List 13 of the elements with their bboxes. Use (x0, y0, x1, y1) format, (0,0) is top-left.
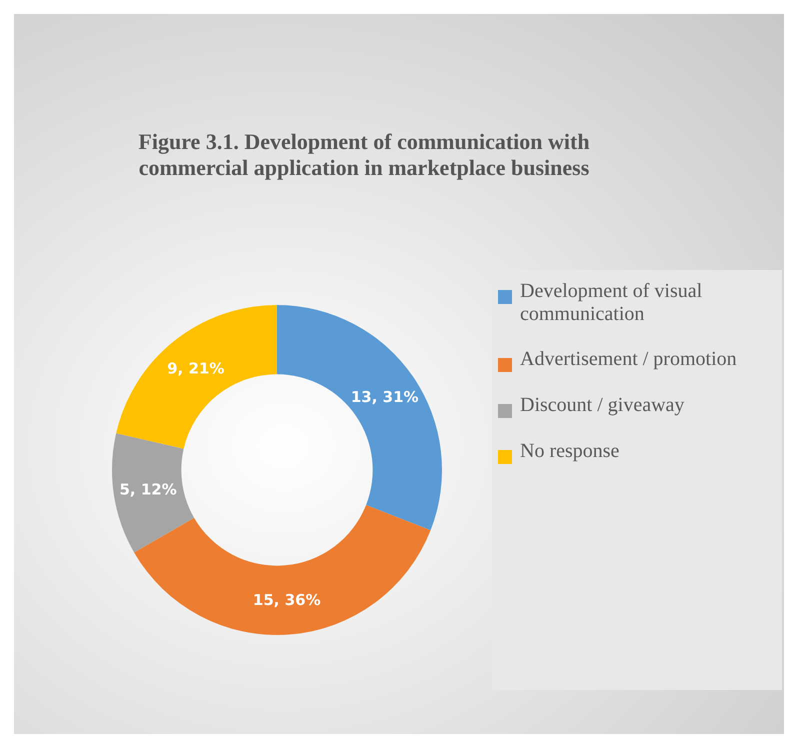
donut-slice (116, 305, 277, 449)
legend-label: Development of visual communication (520, 280, 704, 326)
data-label: 9, 21% (167, 359, 224, 378)
chart-title: Figure 3.1. Development of communication with commercial application in marketplace business (137, 129, 591, 181)
data-label: 13, 31% (350, 388, 419, 406)
legend-label: Discount / giveaway (520, 394, 684, 417)
donut-slice (134, 504, 431, 635)
data-label: 15, 36% (252, 591, 321, 610)
data-label: 5, 12% (119, 480, 177, 499)
donut-slice (277, 305, 442, 530)
legend-label: No response (520, 440, 620, 463)
legend-label: Advertisement / promotion (520, 348, 737, 371)
donut-slice (112, 433, 194, 552)
